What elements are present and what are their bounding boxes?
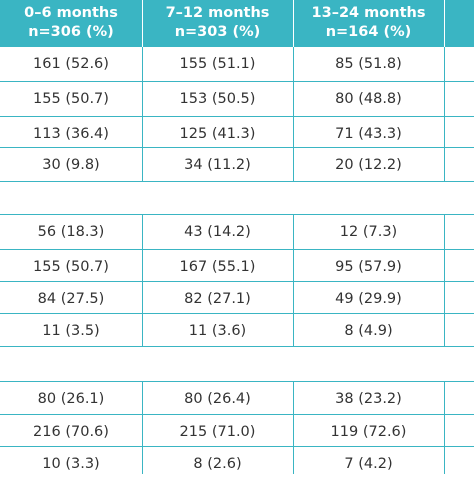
table-cell: 167 (55.1)	[179, 259, 256, 275]
table-cell: 8 (4.9)	[344, 323, 393, 339]
table-cell: 113 (36.4)	[33, 126, 109, 142]
table-cell: 216 (70.6)	[33, 424, 109, 440]
table-cell: 155 (50.7)	[33, 91, 109, 107]
table-cell: 11 (3.6)	[188, 323, 247, 339]
table-cell: 95 (57.9)	[335, 259, 402, 275]
table-cell: 49 (29.9)	[335, 291, 402, 307]
table-row: 10 (3.3) 8 (2.6) 7 (4.2)	[0, 447, 474, 481]
column-divider	[444, 47, 445, 181]
table-cell: 84 (27.5)	[37, 291, 105, 307]
table-row: 216 (70.6) 215 (71.0) 119 (72.6)	[0, 415, 474, 449]
header-divider	[293, 0, 294, 47]
column-divider	[293, 381, 294, 474]
header-sample-size: n=303 (%)	[174, 24, 261, 40]
table-cell: 8 (2.6)	[193, 456, 242, 472]
row-divider	[0, 313, 474, 314]
table-cell: 71 (43.3)	[335, 126, 402, 142]
column-divider	[142, 47, 143, 181]
table-cell: 153 (50.5)	[179, 91, 256, 107]
row-divider	[0, 414, 474, 415]
table-cell: 56 (18.3)	[37, 224, 105, 240]
table-cell: 7 (4.2)	[344, 456, 393, 472]
table-row: 11 (3.5) 11 (3.6) 8 (4.9)	[0, 314, 474, 348]
table-row: 56 (18.3) 43 (14.2) 12 (7.3)	[0, 215, 474, 249]
table-row: 30 (9.8) 34 (11.2) 20 (12.2)	[0, 148, 474, 182]
table-row: 161 (52.6) 155 (51.1) 85 (51.8)	[0, 47, 474, 81]
row-divider	[0, 181, 474, 182]
row-divider	[0, 346, 474, 347]
table-cell: 10 (3.3)	[42, 456, 100, 472]
column-divider	[444, 214, 445, 346]
table-cell: 80 (48.8)	[335, 91, 402, 107]
column-divider	[293, 214, 294, 346]
table-cell: 161 (52.6)	[33, 56, 109, 72]
row-divider	[0, 381, 474, 382]
header-cell-0-6-months: 0–6 months n=306 (%)	[0, 0, 142, 47]
table-row: 84 (27.5) 82 (27.1) 49 (29.9)	[0, 282, 474, 316]
table-cell: 30 (9.8)	[42, 157, 100, 173]
table-cell: 155 (50.7)	[33, 259, 109, 275]
table-cell: 38 (23.2)	[335, 391, 402, 407]
header-cell-7-12-months: 7–12 months n=303 (%)	[142, 0, 293, 47]
table-cell: 82 (27.1)	[184, 291, 251, 307]
row-divider	[0, 249, 474, 250]
header-divider	[444, 0, 445, 47]
column-divider	[293, 47, 294, 181]
header-label: 0–6 months	[24, 5, 118, 21]
header-divider	[142, 0, 143, 47]
table-cell: 20 (12.2)	[335, 157, 402, 173]
table-cell: 34 (11.2)	[184, 157, 251, 173]
column-divider	[142, 381, 143, 474]
header-cell-13-24-months: 13–24 months n=164 (%)	[293, 0, 444, 47]
table-cell: 43 (14.2)	[184, 224, 251, 240]
table-row: 155 (50.7) 153 (50.5) 80 (48.8)	[0, 82, 474, 116]
row-divider	[0, 116, 474, 117]
row-divider	[0, 147, 474, 148]
table-cell: 155 (51.1)	[179, 56, 256, 72]
row-divider	[0, 81, 474, 82]
table-cell: 215 (71.0)	[179, 424, 256, 440]
table-row: 155 (50.7) 167 (55.1) 95 (57.9)	[0, 250, 474, 284]
header-label: 7–12 months	[165, 5, 270, 21]
table-cell: 125 (41.3)	[179, 126, 256, 142]
row-divider	[0, 446, 474, 447]
header-sample-size: n=306 (%)	[28, 24, 114, 40]
table-cell: 80 (26.1)	[37, 391, 105, 407]
row-divider	[0, 281, 474, 282]
header-sample-size: n=164 (%)	[325, 24, 412, 40]
table-cell: 80 (26.4)	[184, 391, 251, 407]
column-divider	[142, 214, 143, 346]
header-label: 13–24 months	[311, 5, 426, 21]
table-cell: 11 (3.5)	[42, 323, 100, 339]
row-divider	[0, 214, 474, 215]
table-header: 0–6 months n=306 (%) 7–12 months n=303 (…	[0, 0, 474, 47]
table-row: 113 (36.4) 125 (41.3) 71 (43.3)	[0, 117, 474, 151]
column-divider	[444, 381, 445, 474]
table-cell: 85 (51.8)	[335, 56, 402, 72]
table-cell: 12 (7.3)	[339, 224, 398, 240]
table-cell: 119 (72.6)	[330, 424, 407, 440]
table-row: 80 (26.1) 80 (26.4) 38 (23.2)	[0, 382, 474, 416]
